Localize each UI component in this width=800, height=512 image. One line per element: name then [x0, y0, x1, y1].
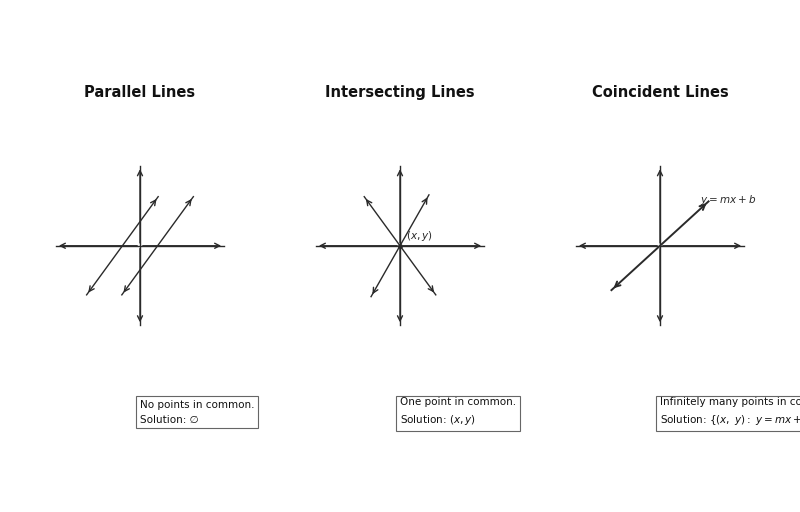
Text: No points in common.
Solution: ∅: No points in common. Solution: ∅ [140, 400, 254, 424]
Text: Infinitely many points in common.
Solution: $\{(x,\ y):\ y = mx + b\}$: Infinitely many points in common. Soluti… [660, 397, 800, 427]
Text: Parallel Lines: Parallel Lines [85, 84, 195, 100]
Text: $(x, y)$: $(x, y)$ [406, 229, 433, 243]
Text: One point in common.
Solution: $(x, y)$: One point in common. Solution: $(x, y)$ [400, 397, 516, 427]
Text: Intersecting Lines: Intersecting Lines [325, 84, 475, 100]
Text: Coincident Lines: Coincident Lines [592, 84, 728, 100]
Text: $y = mx + b$: $y = mx + b$ [700, 194, 756, 207]
